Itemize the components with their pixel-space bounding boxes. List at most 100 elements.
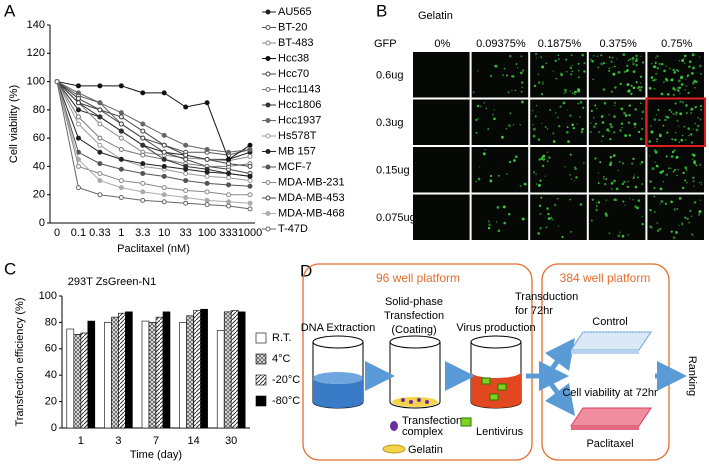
cell-dot bbox=[697, 117, 699, 119]
micrograph bbox=[413, 99, 470, 145]
cell-dot bbox=[665, 155, 668, 158]
cell-dot bbox=[542, 159, 545, 161]
cell-dot bbox=[675, 231, 678, 234]
point bbox=[97, 135, 103, 141]
cell-dot bbox=[566, 71, 568, 73]
bar bbox=[200, 308, 208, 429]
cell-dot bbox=[597, 172, 600, 174]
cell-dot bbox=[676, 208, 679, 210]
cell-dot bbox=[628, 114, 631, 117]
x-tick-label: 3.3 bbox=[135, 227, 150, 239]
cell-dot bbox=[595, 205, 598, 208]
cell-dot bbox=[698, 210, 702, 213]
point bbox=[183, 142, 189, 148]
cell-dot bbox=[655, 57, 657, 59]
cell-dot bbox=[679, 112, 683, 116]
x-tick-label: 33 bbox=[180, 227, 192, 239]
cell-dot bbox=[604, 182, 607, 186]
cell-dot bbox=[649, 209, 652, 212]
point bbox=[140, 197, 146, 203]
bar bbox=[118, 312, 126, 429]
cell-dot bbox=[664, 202, 667, 205]
cell-dot bbox=[620, 107, 624, 111]
cell-dot bbox=[566, 126, 569, 129]
cell-dot bbox=[589, 58, 592, 61]
point bbox=[140, 135, 146, 141]
cell-dot bbox=[624, 204, 626, 207]
cell-dot bbox=[550, 216, 553, 219]
cell-dot bbox=[609, 137, 612, 141]
legend-icon bbox=[460, 417, 472, 427]
point bbox=[204, 100, 210, 106]
point bbox=[183, 178, 189, 184]
cell-dot bbox=[677, 79, 681, 83]
cell-dot bbox=[577, 69, 580, 72]
cell-dot bbox=[509, 112, 512, 115]
x-tick-label: 10 bbox=[158, 227, 170, 239]
point bbox=[118, 135, 124, 141]
cell-dot bbox=[533, 84, 537, 88]
cell-dot bbox=[593, 55, 595, 57]
point bbox=[161, 90, 167, 96]
cell-dot bbox=[653, 118, 657, 121]
series-line bbox=[56, 81, 251, 204]
cell-dot bbox=[489, 174, 493, 178]
cell-dot bbox=[637, 87, 639, 90]
cell-dot bbox=[540, 196, 543, 199]
point bbox=[75, 96, 81, 102]
cell-dot bbox=[535, 105, 538, 107]
cell-dot bbox=[613, 179, 616, 183]
point bbox=[118, 121, 124, 127]
cell-dot bbox=[632, 176, 635, 179]
cell-dot bbox=[675, 114, 677, 116]
legend-label: -20°C bbox=[272, 374, 300, 386]
cell-dot bbox=[686, 74, 690, 77]
cell-dot bbox=[661, 62, 664, 66]
cell-dot bbox=[598, 131, 600, 134]
step-label: Transfection bbox=[384, 310, 444, 322]
cell-dot bbox=[601, 135, 604, 138]
cell-dot bbox=[493, 109, 495, 111]
cell-dot bbox=[691, 53, 695, 57]
workflow-diagram: 96 well platform 384 well platform DNA E… bbox=[301, 263, 698, 461]
cell-dot bbox=[592, 78, 594, 81]
cell-dot bbox=[658, 227, 662, 231]
cell-dot bbox=[633, 174, 636, 176]
cell-dot bbox=[623, 180, 626, 184]
point bbox=[247, 154, 253, 160]
cell-dot bbox=[603, 101, 607, 105]
cell-dot bbox=[610, 187, 613, 190]
cell-dot bbox=[685, 169, 688, 172]
plate-label: Paclitaxel bbox=[586, 438, 633, 450]
cell-dot bbox=[476, 104, 480, 108]
cell-dot bbox=[654, 62, 657, 65]
legend-marker bbox=[265, 102, 271, 108]
cell-dot bbox=[579, 100, 583, 104]
cell-dot bbox=[519, 123, 521, 126]
column-label: 0.1875% bbox=[538, 38, 582, 50]
cell-dot bbox=[615, 199, 618, 202]
cell-dot bbox=[639, 75, 643, 78]
cell-dot bbox=[622, 200, 625, 203]
cell-dot bbox=[514, 89, 517, 92]
cell-dot bbox=[569, 66, 573, 70]
cell-dot bbox=[497, 229, 501, 233]
cell-dot bbox=[694, 80, 698, 83]
cell-dot bbox=[650, 130, 654, 134]
panel-b-title: Gelatin bbox=[418, 10, 453, 22]
cell-dot bbox=[663, 69, 666, 73]
cell-dot bbox=[659, 171, 663, 174]
legend-swatch bbox=[255, 332, 267, 344]
point bbox=[140, 171, 146, 176]
cell-dot bbox=[602, 177, 605, 180]
micrograph bbox=[471, 194, 529, 240]
cell-dot bbox=[623, 111, 627, 115]
cell-dot bbox=[678, 59, 681, 62]
cell-dot bbox=[698, 56, 701, 58]
cell-dot bbox=[581, 127, 584, 131]
legend-label: AU565 bbox=[278, 6, 312, 18]
cell-dot bbox=[662, 180, 665, 183]
cell-dot bbox=[617, 71, 621, 74]
point bbox=[97, 161, 103, 167]
cell-dot bbox=[558, 58, 560, 60]
